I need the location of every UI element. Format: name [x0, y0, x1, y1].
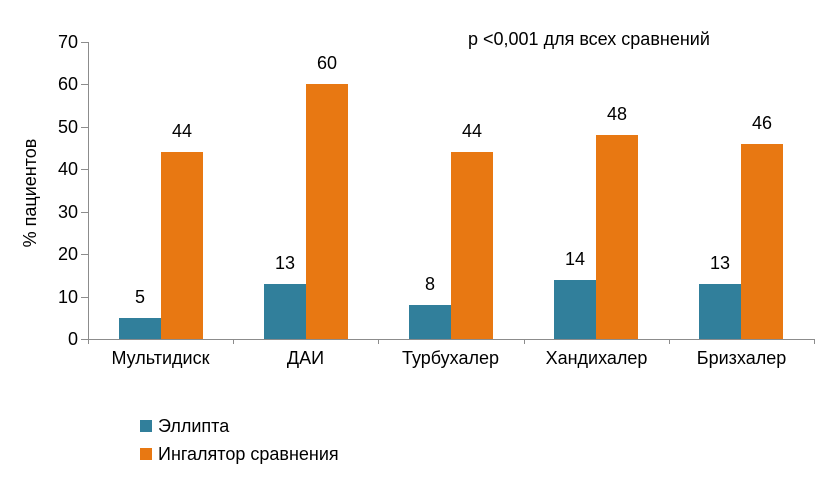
bar-value-label: 5 [134, 287, 145, 307]
bar-value-label: 44 [461, 121, 483, 141]
legend-swatch [140, 420, 152, 432]
p-value-annotation: p <0,001 для всех сравнений [468, 29, 710, 49]
legend-label: Ингалятор сравнения [158, 444, 339, 464]
bar [451, 152, 493, 339]
category-label: Мультидиск [111, 348, 210, 368]
y-tick-mark [81, 84, 88, 85]
category-label: Турбухалер [401, 348, 500, 368]
x-tick-mark [814, 339, 815, 344]
y-tick-label: 20 [57, 244, 78, 264]
bar [264, 284, 306, 339]
legend-swatch [140, 448, 152, 460]
bar [699, 284, 741, 339]
legend-item: Ингалятор сравнения [140, 444, 339, 464]
bar [554, 280, 596, 339]
y-tick-mark [81, 212, 88, 213]
bar-value-label: 13 [709, 253, 731, 273]
x-tick-mark [669, 339, 670, 344]
category-label: Хандихалер [545, 348, 648, 368]
bar [741, 144, 783, 339]
x-tick-mark [88, 339, 89, 344]
legend-label: Эллипта [158, 416, 230, 436]
bar [306, 84, 348, 339]
y-tick-mark [81, 169, 88, 170]
category-label: ДАИ [286, 348, 325, 368]
y-tick-label: 40 [57, 159, 78, 179]
y-tick-mark [81, 339, 88, 340]
bar-value-label: 48 [606, 104, 628, 124]
y-axis-line [88, 42, 89, 340]
y-tick-label: 10 [57, 287, 78, 307]
y-tick-label: 0 [67, 329, 78, 349]
bar-value-label: 14 [564, 249, 586, 269]
bar [119, 318, 161, 339]
y-tick-label: 30 [57, 202, 78, 222]
bar [409, 305, 451, 339]
y-tick-mark [81, 127, 88, 128]
y-tick-mark [81, 297, 88, 298]
category-label: Бризхалер [696, 348, 787, 368]
legend: Эллипта Ингалятор сравнения [140, 416, 339, 472]
x-tick-mark [378, 339, 379, 344]
bar [161, 152, 203, 339]
bar-value-label: 60 [316, 53, 338, 73]
y-tick-label: 50 [57, 117, 78, 137]
bar-value-label: 44 [171, 121, 193, 141]
y-tick-mark [81, 42, 88, 43]
bar [596, 135, 638, 339]
x-axis-line [88, 339, 815, 340]
legend-item: Эллипта [140, 416, 339, 436]
y-tick-label: 70 [57, 32, 78, 52]
y-tick-label: 60 [57, 74, 78, 94]
x-tick-mark [524, 339, 525, 344]
bar-value-label: 46 [751, 113, 773, 133]
bar-value-label: 13 [274, 253, 296, 273]
y-tick-mark [81, 254, 88, 255]
x-tick-mark [233, 339, 234, 344]
bar-value-label: 8 [424, 274, 435, 294]
